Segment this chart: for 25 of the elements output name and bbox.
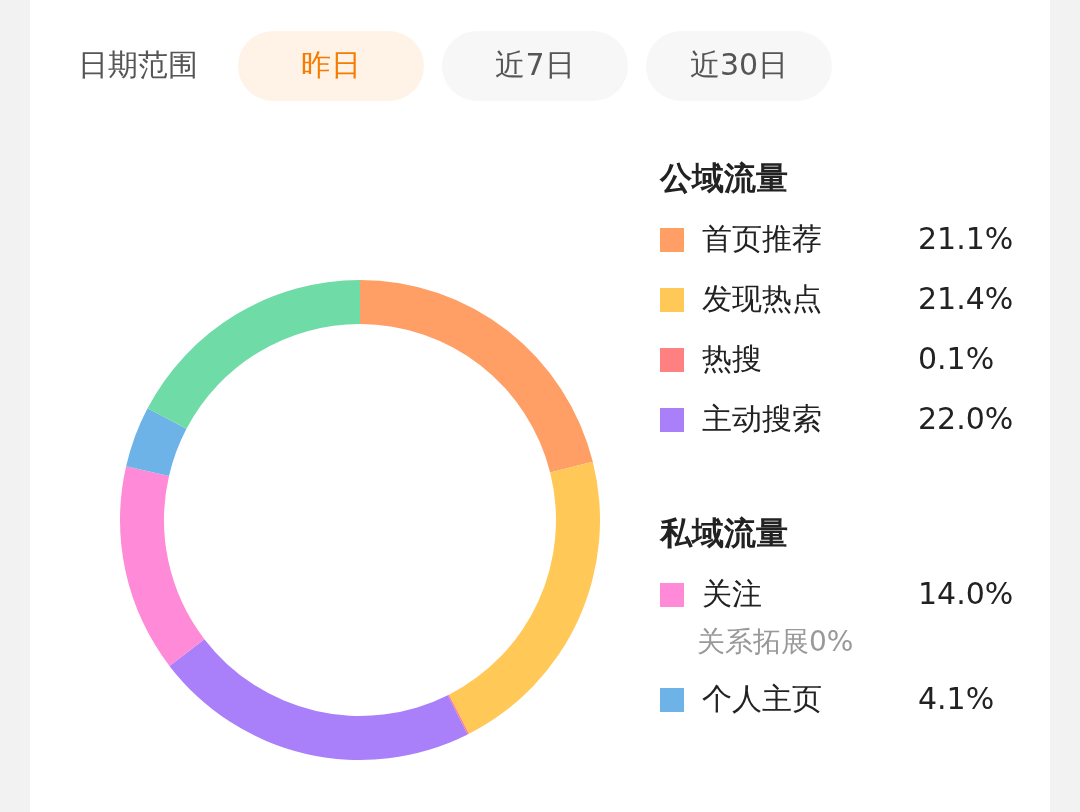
legend-label: 主动搜索 xyxy=(702,400,822,436)
data-label: 21.1% xyxy=(918,220,1014,256)
legend-label: 发现热点 xyxy=(702,280,822,316)
donut-slice xyxy=(147,280,360,429)
date-range-button[interactable]: 近7日 xyxy=(442,31,628,101)
donut-slice xyxy=(360,280,593,473)
data-label: 4.1% xyxy=(918,680,995,716)
data-label: 0.1% xyxy=(918,340,995,376)
text: 私域流量 xyxy=(659,514,788,552)
data-label: 14.0% xyxy=(918,575,1014,611)
legend-label: 关注 xyxy=(702,575,762,611)
text: 日期范围 xyxy=(78,46,198,82)
date-range-button[interactable]: 近30日 xyxy=(646,31,832,101)
donut-slice xyxy=(126,408,187,477)
donut-slice xyxy=(447,694,469,735)
legend-label: 首页推荐 xyxy=(702,220,822,256)
legend-label: 个人主页 xyxy=(702,680,822,716)
data-label: 21.4% xyxy=(918,280,1014,316)
donut-slice xyxy=(169,639,468,760)
text: 关系拓展0% xyxy=(697,625,854,658)
data-label: 22.0% xyxy=(918,400,1014,436)
legend-label: 热搜 xyxy=(702,340,762,376)
donut-slice xyxy=(120,466,205,666)
text: 公域流量 xyxy=(659,159,788,197)
donut-slice xyxy=(448,461,600,734)
